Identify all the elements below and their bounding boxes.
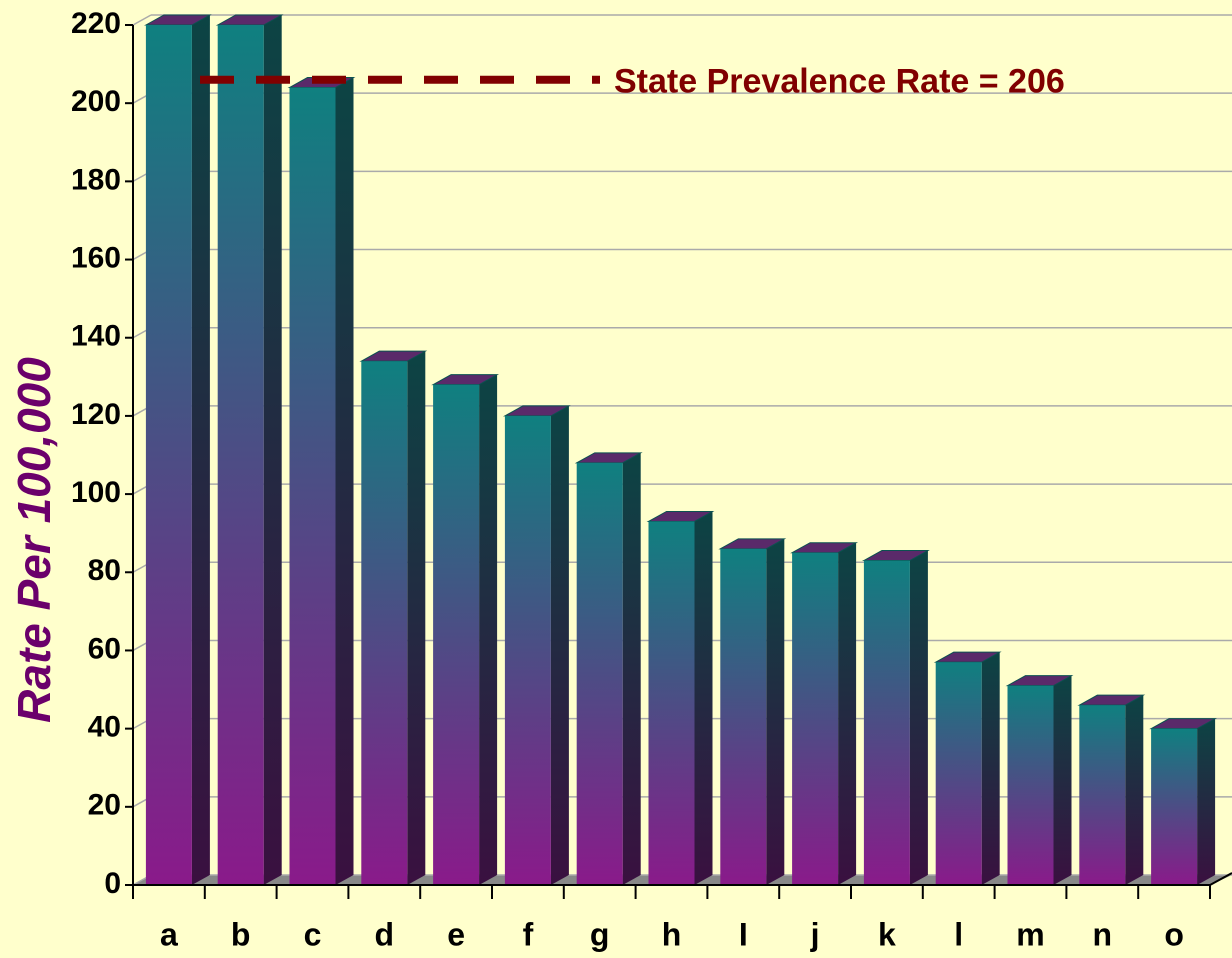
bar-side — [550, 405, 569, 885]
x-tick-label: g — [590, 916, 610, 952]
x-tick-label: k — [878, 916, 896, 952]
y-tick-label: 140 — [71, 320, 121, 353]
x-tick-label: d — [375, 916, 395, 952]
x-tick-label: f — [523, 916, 534, 952]
x-tick-label: a — [160, 916, 178, 952]
grid-wall — [132, 14, 152, 26]
bars — [143, 14, 1218, 885]
x-tick-label: m — [1016, 916, 1044, 952]
y-axis-title: Rate Per 100,000 — [8, 357, 60, 723]
bar-side — [694, 511, 713, 885]
bar — [648, 521, 695, 885]
bar — [217, 25, 264, 885]
bar — [720, 548, 767, 885]
label-backdrop — [0, 150, 66, 800]
bar-side — [838, 542, 857, 885]
bar — [433, 384, 480, 885]
x-tick-label: I — [739, 916, 748, 952]
y-axis: 0 20 40 60 80 100 120 140 160 180 200 220 — [71, 7, 134, 900]
bar-side — [263, 15, 282, 885]
y-tick-label: 100 — [71, 476, 121, 509]
bar — [361, 361, 408, 885]
bar — [504, 415, 551, 885]
bar-side — [1053, 675, 1072, 885]
bar — [863, 560, 910, 885]
bar-side — [1197, 718, 1216, 885]
bar — [792, 552, 839, 885]
y-tick-label: 20 — [88, 789, 121, 822]
bar-side — [191, 15, 210, 885]
bar — [289, 87, 336, 885]
bar — [1151, 728, 1198, 885]
bar-side — [622, 452, 641, 885]
bar-side — [407, 351, 426, 885]
bar — [935, 662, 982, 885]
bar — [576, 462, 623, 885]
bar-side — [479, 374, 498, 885]
y-tick-label: 0 — [104, 867, 121, 900]
y-tick-label: 60 — [88, 632, 121, 665]
bar-side — [909, 550, 928, 885]
y-tick-label: 80 — [88, 554, 121, 587]
x-tick-label: e — [447, 916, 465, 952]
y-tick-label: 120 — [71, 398, 121, 431]
bar — [1007, 685, 1054, 885]
bar — [1079, 705, 1126, 885]
bar-side — [981, 652, 1000, 885]
x-tick-label: j — [810, 916, 820, 952]
y-tick-label: 220 — [71, 7, 121, 40]
reference-label: State Prevalence Rate = 206 — [614, 63, 1065, 101]
bar-side — [335, 77, 354, 885]
y-tick-label: 40 — [88, 711, 121, 744]
x-tick-label: c — [304, 916, 322, 952]
y-tick-label: 200 — [71, 85, 121, 118]
x-tick-label: b — [231, 916, 251, 952]
bar-side — [766, 538, 785, 885]
bar-side — [1125, 695, 1144, 885]
x-tick-label: h — [662, 916, 682, 952]
x-tick-label: l — [954, 916, 963, 952]
y-tick-label: 180 — [71, 163, 121, 196]
bar — [145, 25, 192, 885]
reference: State Prevalence Rate = 206 — [200, 63, 1065, 101]
x-tick-label: n — [1093, 916, 1113, 952]
y-tick-label: 160 — [71, 241, 121, 274]
x-axis-depth — [1209, 872, 1232, 886]
x-tick-label: o — [1164, 916, 1184, 952]
